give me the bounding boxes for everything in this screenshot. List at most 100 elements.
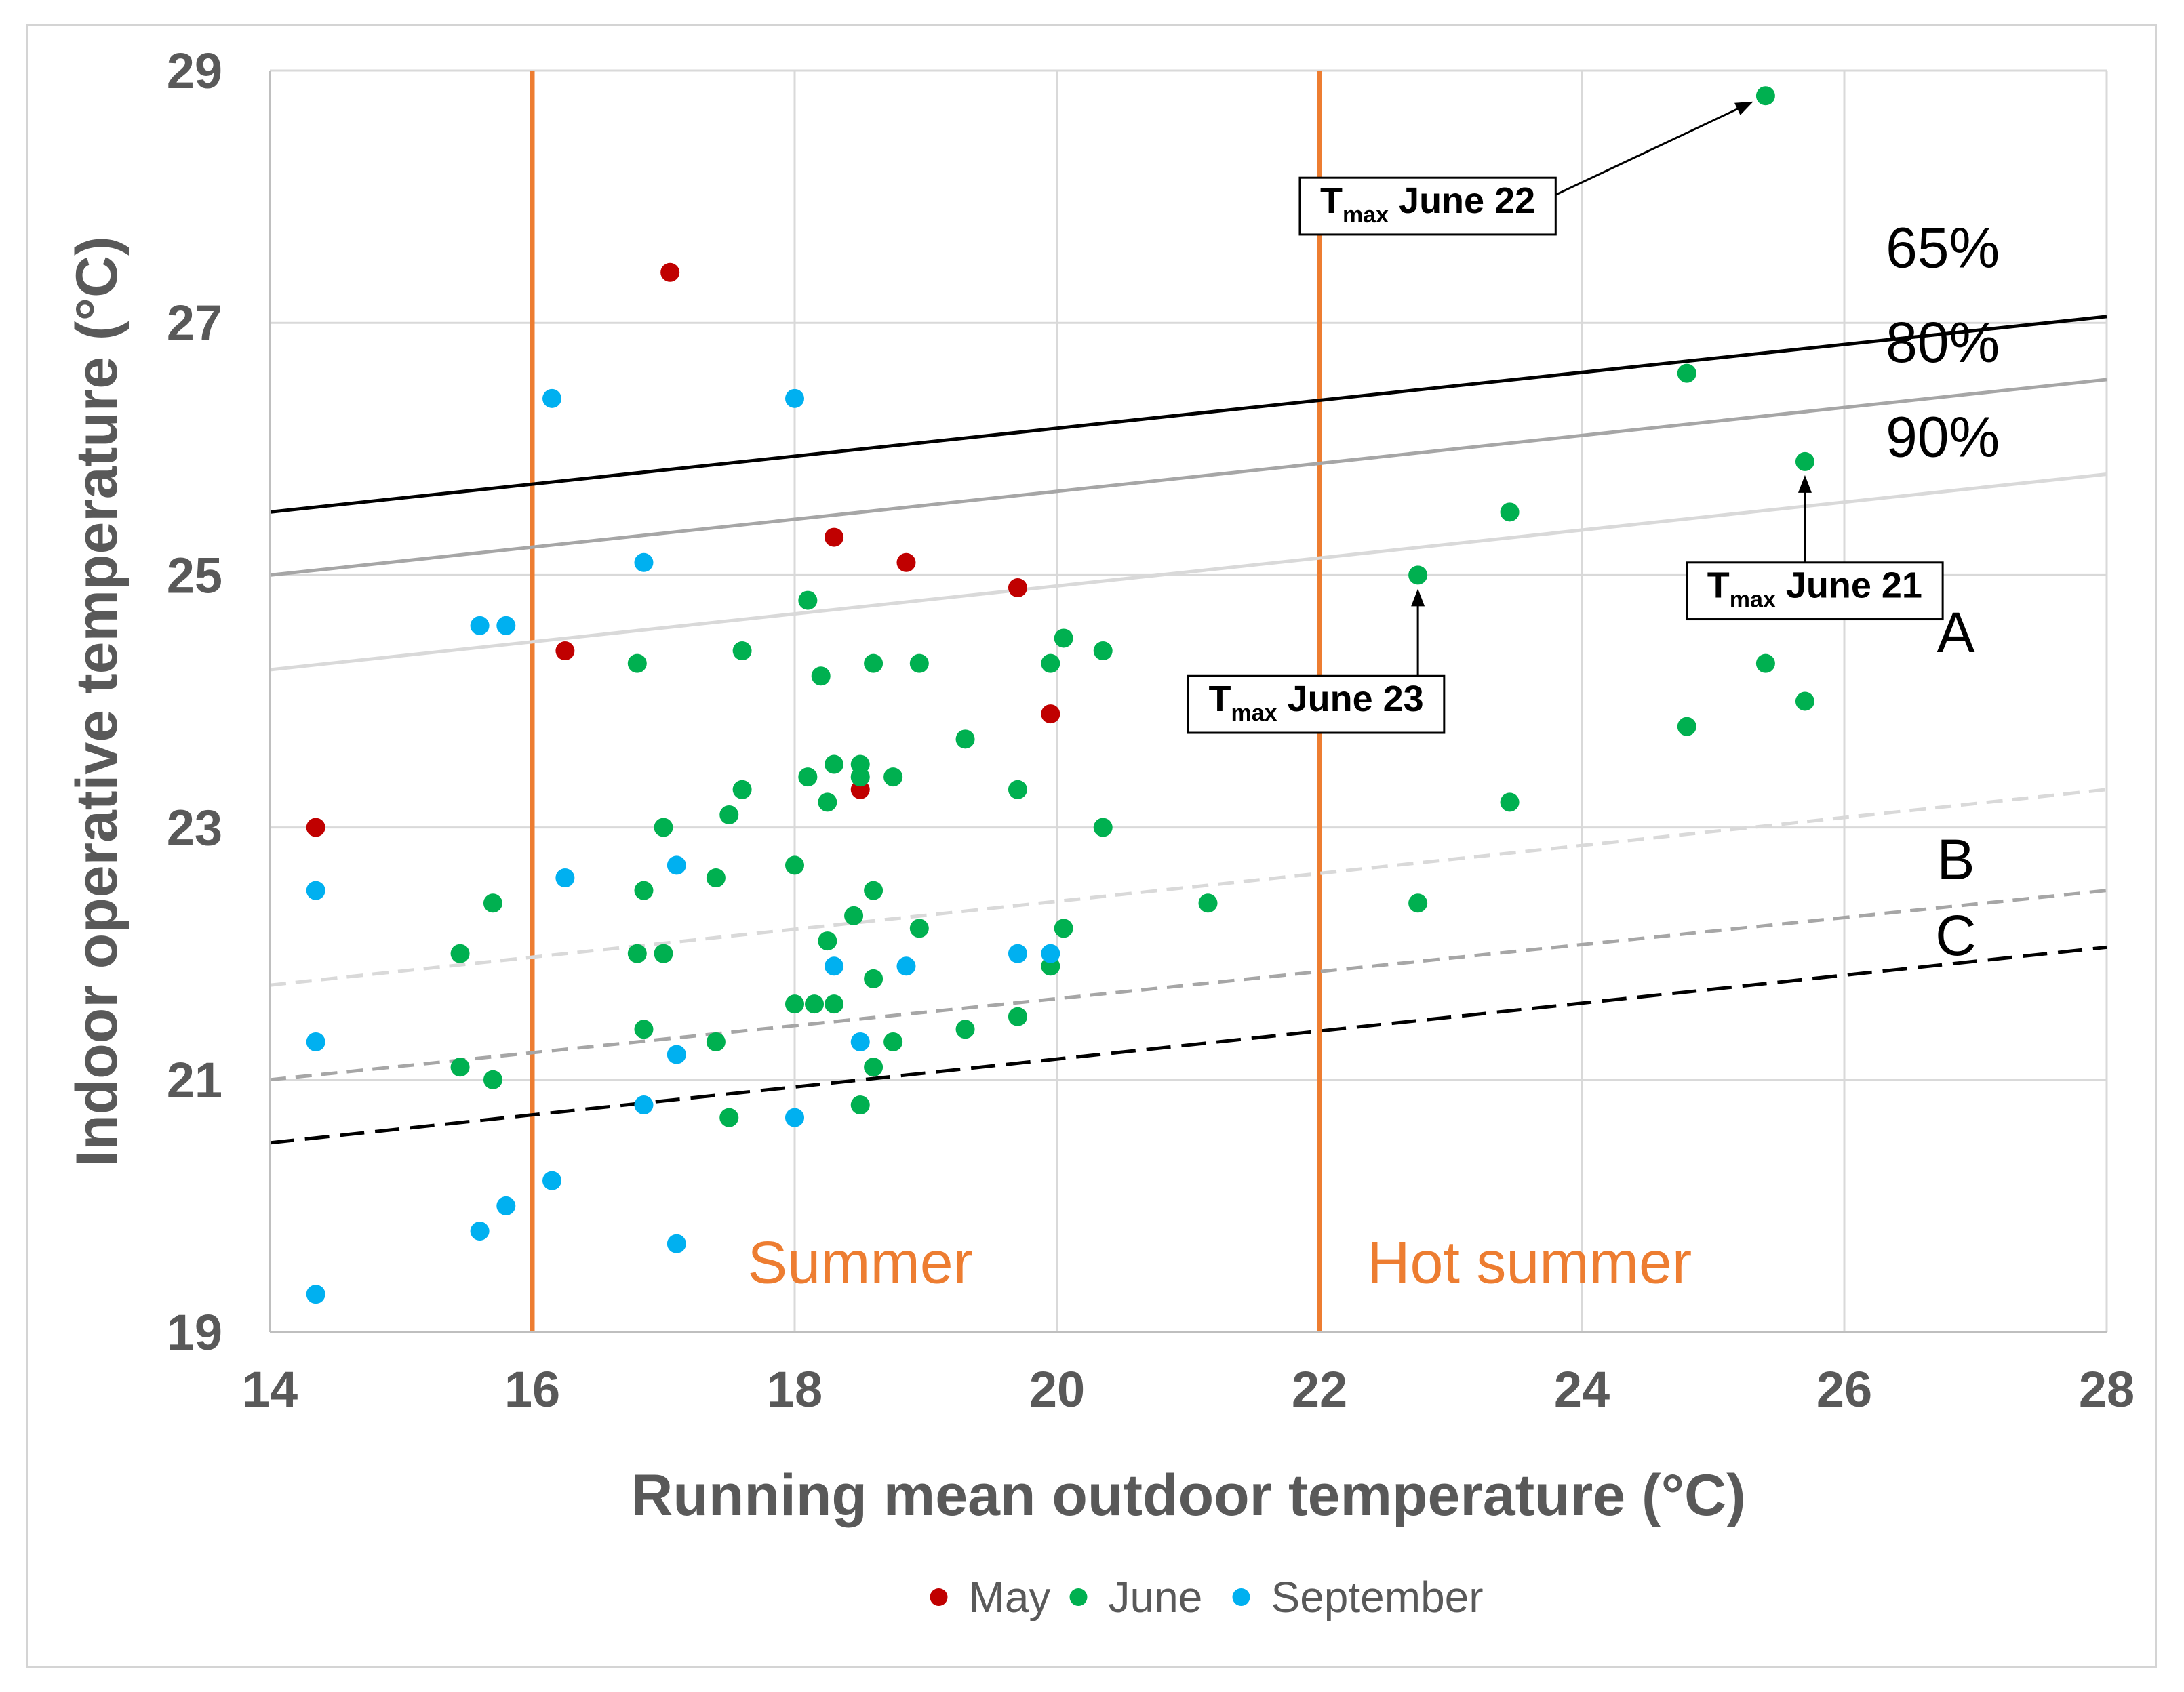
point-june [706,1032,726,1051]
category-label: C [1935,904,1977,967]
annotation-box [1686,561,1944,621]
y-tick-label: 27 [167,295,222,351]
point-september [634,1095,654,1115]
point-june [1054,919,1073,938]
point-june [1198,893,1218,913]
point-june [627,944,647,963]
legend[interactable]: May June September [930,1573,1484,1622]
annotation-arrowhead [1798,475,1812,493]
point-september [1008,944,1027,963]
point-june [818,792,837,812]
point-september [785,388,804,408]
annotation-box [1298,176,1557,236]
point-june [864,653,883,673]
point-june [719,805,739,824]
annotation-label: Tmax June 21 [1707,565,1922,613]
category-line [269,889,2107,1082]
point-may [306,818,325,837]
y-tick-label: 29 [167,43,222,99]
point-june [719,1108,739,1127]
point-june [1500,792,1520,812]
point-june [1677,717,1696,736]
point-june [1755,86,1775,106]
point-september [542,388,562,408]
point-june [1093,818,1113,837]
annotation-arrowhead [1411,588,1425,607]
point-june [450,944,470,963]
point-september [306,1032,325,1051]
x-tick-label: 14 [242,1361,298,1417]
point-september [306,1285,325,1304]
point-september [667,855,686,875]
point-june [883,1032,903,1051]
point-september [496,616,516,635]
legend-item-september[interactable]: September [1232,1573,1484,1622]
x-axis-title: Running mean outdoor temperature (°C) [631,1463,1746,1528]
legend-label: June [1109,1573,1203,1622]
point-september [785,1108,804,1127]
point-june [1500,502,1520,522]
point-september [496,1196,516,1215]
point-june [634,1020,654,1039]
axes: 14 16 18 20 22 24 26 28 19 21 23 25 27 29 Running mean… [64,43,2135,1528]
point-september [542,1171,562,1190]
y-tick-label: 21 [167,1052,222,1108]
annotation-arrow [1555,102,1751,196]
line-label: 65% [1886,216,2000,280]
annotations: Tmax June 22 Tmax June 21 Tmax June 23 [1187,101,1944,734]
point-september [470,616,490,635]
point-june [883,767,903,787]
point-june [864,881,883,900]
point-september [825,956,844,976]
x-tick-label: 28 [2079,1361,2135,1417]
point-june [634,881,654,900]
legend-item-june[interactable]: June [1069,1573,1203,1622]
y-tick-label: 23 [167,800,222,856]
point-june [811,666,831,686]
point-september [850,1032,870,1051]
category-lines [269,315,2107,1145]
category-line [269,788,2107,987]
zone-label: Hot summer [1367,1229,1692,1296]
point-june [1054,628,1073,648]
legend-marker [1232,1588,1250,1606]
annotation-label: Tmax June 23 [1209,679,1424,726]
legend-item-may[interactable]: May [930,1573,1051,1622]
point-june [798,767,818,787]
point-june [785,994,804,1014]
category-line [269,378,2107,577]
point-june [1677,363,1696,383]
data-points [306,86,1814,1304]
x-tick-label: 26 [1816,1361,1872,1417]
point-june [1008,1007,1027,1026]
category-line [269,472,2107,672]
chart-frame [26,24,2157,1668]
point-june [483,893,502,913]
point-june [654,944,673,963]
y-axis-title: Indoor operative temperature (°C) [64,236,130,1166]
point-june [450,1058,470,1077]
point-june [844,906,864,925]
category-label: B [1937,828,1974,891]
point-june [654,818,673,837]
x-tick-label: 18 [767,1361,822,1417]
point-june [909,653,929,673]
point-september [1041,944,1060,963]
point-june [818,931,837,951]
category-line [269,945,2107,1145]
point-september [896,956,916,976]
legend-marker [930,1588,948,1606]
point-june [1795,451,1814,471]
legend-label: September [1271,1573,1484,1622]
point-june [850,1095,870,1115]
point-june [1408,893,1428,913]
line-label: 80% [1886,310,2000,374]
point-june [483,1070,502,1089]
point-may [660,262,680,282]
point-june [825,994,844,1014]
legend-marker [1069,1588,1088,1606]
zone-label: Summer [748,1229,974,1296]
annotation-box [1187,674,1446,734]
